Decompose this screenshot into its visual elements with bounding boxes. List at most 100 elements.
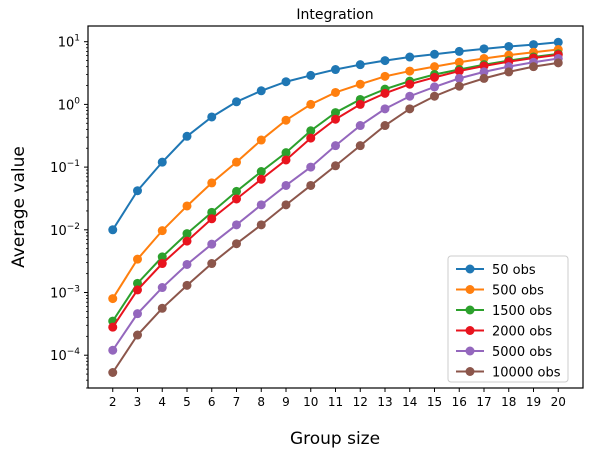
data-point [306, 99, 316, 109]
x-tick-label: 11 [328, 395, 343, 409]
y-tick-label: 10−2 [50, 222, 80, 239]
x-tick-label: 6 [208, 395, 216, 409]
data-point [182, 259, 192, 269]
legend-marker [465, 264, 475, 274]
data-point [281, 148, 291, 158]
y-tick-label: 100 [58, 96, 81, 113]
x-tick-label: 4 [158, 395, 166, 409]
data-point [232, 186, 241, 196]
data-point [281, 77, 291, 87]
data-point [133, 285, 142, 295]
data-point [182, 131, 192, 141]
data-point [504, 41, 514, 51]
x-tick-label: 18 [501, 395, 516, 409]
data-point [331, 108, 340, 118]
plot-frame [87, 25, 584, 389]
data-point [281, 180, 291, 190]
data-point [380, 88, 390, 98]
series-50-obs [108, 37, 563, 235]
data-point [430, 62, 439, 72]
data-point [529, 40, 538, 50]
data-point [355, 121, 365, 131]
data-point [430, 91, 439, 101]
data-point [405, 52, 415, 62]
data-point [306, 126, 316, 136]
data-point [454, 57, 464, 67]
data-point [281, 115, 291, 125]
data-point [529, 62, 538, 72]
data-point [281, 200, 291, 210]
x-axis-label: Group size [290, 429, 380, 449]
legend-label: 50 obs [492, 263, 536, 278]
data-point [380, 121, 390, 131]
legend-marker [465, 346, 475, 356]
data-point [207, 178, 217, 188]
data-point [232, 97, 241, 107]
x-tick-label: 16 [452, 395, 467, 409]
data-point [355, 79, 365, 89]
data-point [108, 368, 118, 378]
data-point [256, 174, 266, 184]
data-point [157, 303, 167, 313]
data-point [207, 112, 217, 122]
data-point [331, 161, 340, 171]
data-point [232, 194, 241, 204]
data-point [380, 56, 390, 66]
data-point [355, 99, 365, 109]
x-tick-label: 7 [233, 395, 241, 409]
x-tick-label: 10 [303, 395, 318, 409]
data-point [108, 294, 118, 304]
legend-marker [465, 326, 475, 335]
data-point [454, 73, 464, 83]
data-point [182, 280, 192, 290]
data-point [479, 53, 489, 63]
data-point [430, 82, 439, 92]
legend-label: 1500 obs [492, 304, 552, 319]
data-point [157, 252, 167, 262]
y-tick-label: 10−1 [50, 159, 80, 176]
data-point [232, 220, 241, 230]
data-point [108, 225, 118, 235]
data-point [405, 79, 415, 89]
data-point [256, 200, 266, 210]
data-point [454, 46, 464, 56]
series-10000-obs [108, 58, 563, 378]
x-tick-label: 5 [183, 395, 191, 409]
data-point [306, 180, 316, 190]
data-point [380, 71, 390, 81]
data-point [157, 157, 167, 167]
data-point [306, 133, 316, 143]
series-500-obs [108, 45, 563, 304]
y-axis-label: Average value [9, 146, 29, 268]
x-tick-label: 19 [526, 395, 541, 409]
data-point [133, 330, 142, 340]
data-point [405, 66, 415, 76]
data-point [232, 239, 241, 249]
data-point [331, 87, 340, 97]
data-point [479, 44, 489, 54]
data-point [256, 86, 266, 96]
data-point [133, 278, 142, 288]
data-point [454, 81, 464, 91]
data-point [430, 49, 439, 59]
data-point [355, 141, 365, 151]
data-point [232, 157, 241, 167]
data-point [207, 239, 217, 249]
data-point [553, 37, 563, 47]
x-tick-label: 15 [427, 395, 442, 409]
data-point [430, 72, 439, 82]
x-tick-label: 9 [282, 395, 290, 409]
data-point [182, 229, 192, 239]
data-point [157, 259, 167, 269]
legend-marker [465, 367, 475, 376]
legend-marker [465, 285, 475, 294]
data-point [256, 135, 266, 145]
data-point [553, 58, 563, 68]
data-point [108, 345, 118, 355]
x-tick-label: 12 [353, 395, 368, 409]
x-tick-label: 20 [551, 395, 566, 409]
data-point [479, 67, 489, 77]
x-tick-label: 13 [377, 395, 392, 409]
legend-label: 2000 obs [492, 325, 552, 340]
